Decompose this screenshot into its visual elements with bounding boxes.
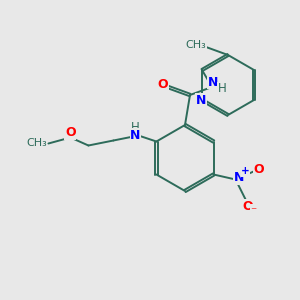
Text: H: H [218,82,226,95]
Text: N: N [130,129,141,142]
Text: ⁻: ⁻ [250,205,257,218]
Text: CH₃: CH₃ [186,40,206,50]
Text: N: N [208,76,218,88]
Text: O: O [242,200,253,213]
Text: H: H [131,121,140,134]
Text: CH₃: CH₃ [26,139,47,148]
Text: O: O [253,163,264,176]
Text: O: O [65,126,76,139]
Text: N: N [196,94,206,106]
Text: N: N [233,171,244,184]
Text: +: + [241,167,250,176]
Text: O: O [158,79,168,92]
